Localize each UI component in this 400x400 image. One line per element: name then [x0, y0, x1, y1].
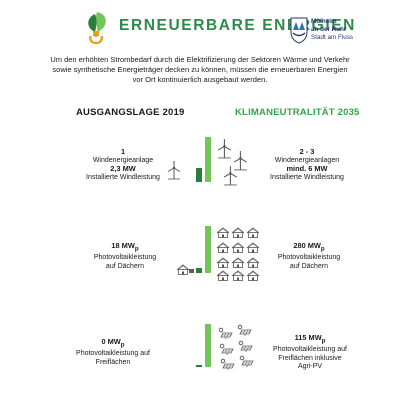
row2-bar-gray [189, 269, 194, 273]
row1-left-value: 1 [120, 147, 126, 156]
house-solar-icon [231, 255, 245, 273]
row2-left-line2: auf Dächern [105, 262, 145, 270]
row2-right-line1: Photovoltaikleistung [277, 254, 341, 262]
row3-right-line3: Agri-PV [297, 363, 323, 371]
house-solar-icon [216, 268, 230, 286]
solar-panel-sun-icon [219, 357, 235, 375]
solar-panel-sun-icon [237, 339, 253, 357]
wind-turbine-icon [232, 150, 249, 176]
row2-left-line1: Photovoltaikleistung [93, 254, 157, 262]
row3-right-line2: Freiflächen inklusive [278, 354, 342, 362]
house-solar-icon [231, 240, 245, 258]
row2-bar-2019 [196, 268, 202, 273]
row2-right-value: 280 MWp [293, 241, 325, 253]
column-heading-2035: KLIMANEUTRALITÄT 2035 [235, 107, 360, 118]
wind-turbine-icon [222, 165, 239, 191]
house-solar-icon [216, 240, 230, 258]
column-heading-2019: AUSGANGSLAGE 2019 [76, 107, 185, 118]
solar-panel-sun-icon [236, 323, 252, 341]
row3-left-line1: Photovoltaikleistung auf [76, 350, 150, 358]
house-solar-icon [231, 268, 245, 286]
row1-left-line3: Installierte Windleistung [86, 173, 160, 181]
house-solar-icon [176, 262, 190, 280]
row1-left-line2: 2,3 MW [110, 164, 136, 174]
row1-right-line3: Installierte Windleistung [270, 173, 344, 181]
logo-line-1: Mülheim [311, 18, 337, 25]
solar-panel-sun-icon [238, 354, 254, 372]
house-solar-icon [231, 225, 245, 243]
row3-bar-2035 [205, 324, 211, 367]
house-solar-icon [216, 255, 230, 273]
row3-right-line1: Photovoltaikleistung auf [273, 346, 347, 354]
row1-right-line1: Windenergieanlagen [274, 156, 340, 164]
wind-turbine-icon [166, 160, 182, 185]
logo-line-2: an der Ruhr [311, 25, 347, 33]
house-solar-icon [246, 255, 260, 273]
row1-left-line1: Windenergieanlage [92, 156, 154, 164]
row1-bar-2019 [196, 168, 202, 182]
row1-bar-2035 [205, 137, 211, 182]
row2-right-line2: auf Dächern [289, 262, 329, 270]
row2-bar-2035 [205, 226, 211, 273]
intro-text: Um den erhöhten Strombedarf durch die El… [50, 55, 350, 84]
logo-line-3: Stadt am Fluss [311, 33, 353, 41]
city-crest-logo-icon [289, 16, 309, 44]
row1-right-line2: mind. 6 MW [286, 164, 328, 174]
solar-panel-sun-icon [218, 342, 234, 360]
city-logo-text: Mülheim an der Ruhr Stadt am Fluss [311, 18, 353, 41]
row3-left-line2: Freiflächen [95, 358, 131, 366]
house-solar-icon [216, 225, 230, 243]
row1-right-value: 2 - 3 [299, 147, 315, 156]
house-solar-icon [246, 240, 260, 258]
plug-leaf-logo-icon [82, 10, 112, 46]
row3-left-caption: 0 MWp Photovoltaikleistung auf Freifläch… [58, 337, 168, 367]
row2-right-caption: 280 MWp Photovoltaikleistung auf Dächern [264, 241, 354, 271]
house-solar-icon [246, 268, 260, 286]
row3-right-value: 115 MWp [294, 333, 326, 345]
row1-right-caption: 2 - 3 Windenergieanlagen mind. 6 MW Inst… [262, 147, 352, 182]
row2-left-caption: 18 MWp Photovoltaikleistung auf Dächern [80, 241, 170, 271]
wind-turbine-icon [216, 138, 233, 164]
row3-bar-2019 [196, 365, 202, 367]
row3-left-value: 0 MWp [101, 337, 125, 349]
row1-left-caption: 1 Windenergieanlage 2,3 MW Installierte … [78, 147, 168, 182]
row2-left-value: 18 MWp [111, 241, 139, 253]
row3-right-caption: 115 MWp Photovoltaikleistung auf Freiflä… [258, 333, 362, 372]
solar-panel-sun-icon [217, 326, 233, 344]
house-solar-icon [246, 225, 260, 243]
